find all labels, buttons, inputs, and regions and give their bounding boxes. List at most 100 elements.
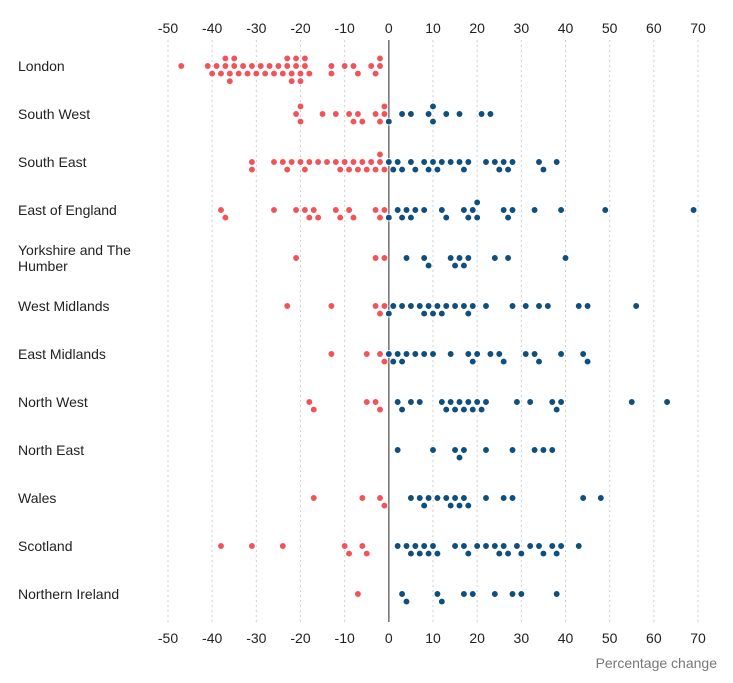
data-point-positive (557, 350, 565, 358)
data-point-negative (287, 69, 296, 78)
data-point-positive (539, 549, 548, 558)
data-point-negative (345, 165, 353, 174)
data-point-positive (552, 158, 561, 166)
data-point-negative (345, 206, 353, 214)
data-point-positive (548, 542, 557, 550)
data-point-negative (354, 69, 362, 78)
x-tick-label-top: -30 (246, 20, 266, 36)
data-point-positive (389, 302, 398, 310)
data-point-positive (402, 206, 411, 214)
data-point-positive (579, 494, 588, 502)
data-point-positive (407, 494, 415, 502)
data-point-negative (358, 158, 367, 166)
data-point-negative (248, 542, 256, 550)
data-point-positive (420, 309, 429, 318)
data-point-negative (349, 158, 358, 166)
x-tick-label-top: 60 (646, 20, 662, 36)
x-tick-label-top: -10 (335, 20, 355, 36)
data-point-negative (301, 62, 309, 70)
data-point-negative (292, 62, 300, 70)
data-point-positive (468, 206, 477, 214)
data-point-positive (473, 398, 482, 406)
data-point-positive (393, 158, 402, 166)
data-point-positive (442, 302, 451, 310)
data-point-positive (521, 350, 530, 358)
data-point-negative (371, 206, 380, 214)
data-point-positive (429, 350, 437, 358)
data-point-positive (464, 254, 473, 262)
data-point-negative (221, 54, 230, 63)
data-point-positive (455, 158, 464, 166)
data-point-positive (402, 350, 411, 358)
data-point-positive (627, 398, 636, 406)
category-label: South East (18, 154, 87, 170)
data-point-positive (517, 549, 526, 558)
data-point-positive (508, 206, 517, 214)
data-point-negative (217, 542, 225, 550)
data-point-positive (455, 254, 464, 262)
x-tick-label-top: -50 (158, 20, 178, 36)
data-point-negative (309, 494, 318, 502)
data-point-negative (252, 69, 261, 78)
data-point-positive (513, 542, 521, 550)
data-point-negative (203, 62, 212, 70)
data-point-positive (451, 542, 459, 550)
data-point-positive (482, 158, 490, 166)
data-point-positive (601, 206, 610, 214)
data-point-positive (464, 213, 473, 222)
data-point-positive (407, 158, 415, 166)
data-point-negative (217, 206, 225, 214)
data-point-positive (398, 110, 406, 118)
data-points (177, 54, 698, 606)
data-point-positive (424, 261, 433, 270)
data-point-positive (389, 165, 398, 174)
data-point-negative (376, 405, 384, 414)
x-tick-label-bottom: 20 (469, 630, 485, 646)
data-point-positive (539, 446, 548, 454)
data-point-negative (301, 165, 309, 174)
data-point-negative (331, 110, 340, 118)
data-point-positive (460, 165, 468, 174)
data-point-negative (283, 54, 292, 63)
data-point-negative (234, 69, 243, 78)
x-tick-label-bottom: -50 (158, 630, 178, 646)
data-point-negative (287, 77, 296, 86)
data-point-positive (442, 110, 451, 118)
data-point-negative (296, 117, 305, 126)
data-point-positive (460, 261, 468, 270)
data-point-positive (499, 494, 508, 502)
data-point-negative (305, 158, 314, 166)
data-point-positive (446, 398, 455, 406)
data-point-positive (535, 158, 543, 166)
data-point-positive (499, 158, 508, 166)
category-label: Northern Ireland (18, 586, 119, 602)
data-point-positive (424, 302, 433, 310)
x-tick-label-top: 70 (690, 20, 706, 36)
data-point-positive (433, 165, 442, 174)
data-point-positive (464, 309, 473, 318)
data-point-negative (380, 501, 389, 510)
data-point-negative (349, 62, 358, 70)
data-point-positive (455, 501, 464, 510)
data-point-positive (530, 350, 539, 358)
data-point-positive (490, 254, 499, 262)
data-point-positive (513, 398, 521, 406)
data-point-negative (283, 165, 292, 174)
data-point-positive (632, 302, 641, 310)
data-point-positive (464, 501, 473, 510)
data-point-negative (270, 206, 278, 214)
data-point-positive (504, 254, 512, 262)
data-point-positive (451, 494, 459, 502)
data-point-positive (415, 398, 424, 406)
data-point-negative (305, 213, 314, 222)
data-point-negative (380, 302, 389, 310)
data-point-positive (508, 158, 517, 166)
data-point-negative (314, 158, 323, 166)
data-point-negative (358, 494, 367, 502)
data-point-positive (420, 542, 429, 550)
data-point-positive (424, 549, 433, 558)
data-point-negative (287, 158, 296, 166)
data-point-positive (499, 206, 508, 214)
data-point-positive (455, 398, 464, 406)
data-point-positive (689, 206, 698, 214)
